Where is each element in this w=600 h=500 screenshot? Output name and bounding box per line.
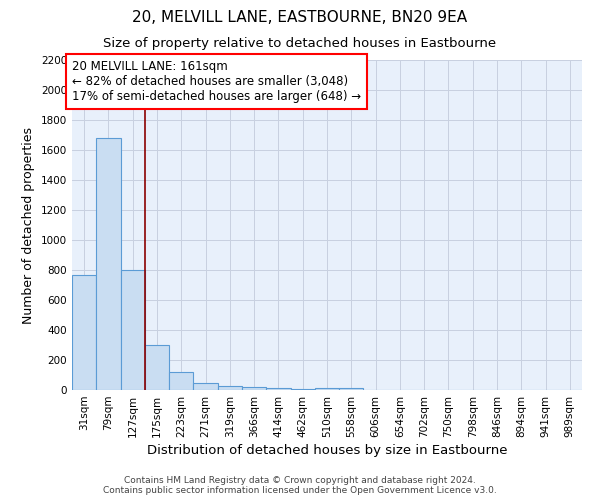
Bar [145, 345, 169, 390]
Bar [290, 388, 315, 390]
Bar [169, 372, 193, 390]
Text: 20 MELVILL LANE: 161sqm
← 82% of detached houses are smaller (3,048)
17% of semi: 20 MELVILL LANE: 161sqm ← 82% of detache… [72, 60, 361, 103]
Bar [339, 388, 364, 390]
X-axis label: Distribution of detached houses by size in Eastbourne: Distribution of detached houses by size … [147, 444, 507, 457]
Text: 20, MELVILL LANE, EASTBOURNE, BN20 9EA: 20, MELVILL LANE, EASTBOURNE, BN20 9EA [133, 10, 467, 25]
Bar [193, 383, 218, 390]
Bar [121, 270, 145, 390]
Bar [218, 386, 242, 390]
Bar [242, 387, 266, 390]
Bar [315, 388, 339, 390]
Y-axis label: Number of detached properties: Number of detached properties [22, 126, 35, 324]
Bar [266, 388, 290, 390]
Text: Contains HM Land Registry data © Crown copyright and database right 2024.
Contai: Contains HM Land Registry data © Crown c… [103, 476, 497, 495]
Bar [72, 274, 96, 390]
Text: Size of property relative to detached houses in Eastbourne: Size of property relative to detached ho… [103, 38, 497, 51]
Bar [96, 138, 121, 390]
